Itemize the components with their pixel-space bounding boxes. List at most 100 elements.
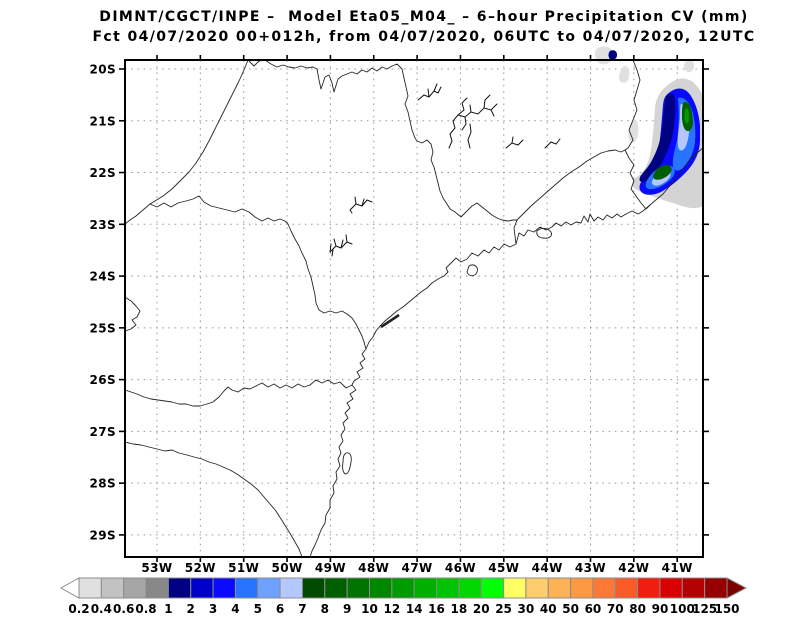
reservoir-jurumirim <box>349 196 373 214</box>
precip-shading <box>594 46 703 209</box>
lat-label: 28S <box>89 477 116 491</box>
reservoir-tiete-main <box>448 97 468 149</box>
colorbar-cell <box>100 577 125 599</box>
colorbar-cell <box>525 577 549 599</box>
colorbar-cell <box>458 577 482 599</box>
colorbar-cell <box>212 577 236 599</box>
lat-label: 21S <box>89 114 116 128</box>
island-florianopolis <box>342 452 352 475</box>
colorbar-cell <box>570 577 594 599</box>
chart-title-line2: Fct 04/07/2020 00+012h, from 04/07/2020,… <box>92 29 755 45</box>
colorbar-label: 6 <box>276 602 284 616</box>
colorbar-cell <box>391 577 415 599</box>
colorbar-label: 5 <box>254 602 262 616</box>
colorbar-cell <box>190 577 214 599</box>
colorbar-cell <box>257 577 281 599</box>
colorbar-label: 3 <box>209 602 217 616</box>
colorbar-cell <box>436 577 460 599</box>
lon-label: 50W <box>271 561 302 575</box>
colorbar-cell <box>547 577 572 599</box>
lat-label: 24S <box>89 270 116 284</box>
lon-label: 46W <box>445 561 476 575</box>
colorbar-right-arrow <box>726 577 748 599</box>
reservoir-tiete-branch1 <box>469 104 472 113</box>
precip-gray-blob-4 <box>683 60 695 73</box>
colorbar-label: 7 <box>298 602 306 616</box>
colorbar-label: 20 <box>473 602 490 616</box>
lon-label: 41W <box>662 561 693 575</box>
precip-core-green-lower <box>653 164 672 180</box>
colorbar-cell <box>279 577 303 599</box>
colorbar-label: 0.2 <box>68 602 89 616</box>
precip-gray-blob-3 <box>628 119 639 143</box>
colorbar-cell <box>324 577 348 599</box>
lon-label: 52W <box>185 561 216 575</box>
coastline <box>309 147 704 558</box>
colorbar-cell <box>301 577 326 599</box>
lon-label: 44W <box>532 561 563 575</box>
state-border-sp-pr-paranapanema <box>149 195 367 350</box>
lon-label: 49W <box>315 561 346 575</box>
colorbar-cell <box>413 577 438 599</box>
colorbar-label: 60 <box>585 602 602 616</box>
geography <box>124 59 704 558</box>
colorbar-label: 150 <box>714 602 739 616</box>
lat-axis: 20S 21S 22S 23S 24S 25S 26S 27S 28S 29S <box>89 63 116 543</box>
colorbar-cell <box>346 577 370 599</box>
colorbar-label: 30 <box>518 602 535 616</box>
lat-label: 27S <box>89 425 116 439</box>
colorbar-label: 40 <box>540 602 557 616</box>
grid-lines <box>125 60 703 557</box>
reservoir-itarare <box>329 234 353 257</box>
reservoir-tiete-branch4 <box>461 116 472 149</box>
colorbar-label: 14 <box>406 602 423 616</box>
precip-band-navy-edge <box>639 93 676 183</box>
reservoir-tiete-branch2 <box>483 94 491 109</box>
precip-core-brightgreen <box>684 108 689 124</box>
colorbar-label: 10 <box>361 602 378 616</box>
colorbar-label: 70 <box>607 602 624 616</box>
colorbar-cell <box>78 577 102 599</box>
lon-label: 42W <box>618 561 649 575</box>
lat-label: 22S <box>89 166 116 180</box>
colorbar-label: 12 <box>383 602 400 616</box>
colorbar-label: 0.6 <box>113 602 134 616</box>
lat-label: 23S <box>89 218 116 232</box>
lat-label: 20S <box>89 63 116 77</box>
colorbar-cell <box>614 577 639 599</box>
reservoirs <box>329 83 561 257</box>
chart-title-line1: DIMNT/CGCT/INPE – Model Eta05_M04_ – 6–h… <box>99 9 748 25</box>
colorbar-cell <box>167 577 192 599</box>
colorbar-label: 0.4 <box>91 602 112 616</box>
colorbar-cell <box>681 577 706 599</box>
lon-label: 53W <box>141 561 172 575</box>
colorbar-cell <box>704 577 728 599</box>
colorbar-cell <box>234 577 259 599</box>
reservoir-tiete-branch3 <box>490 109 495 117</box>
colorbar-label: 80 <box>629 602 646 616</box>
colorbar-cell <box>480 577 505 599</box>
reservoir-north <box>417 83 442 101</box>
colorbar-label: 2 <box>187 602 195 616</box>
colorbar-label: 0.8 <box>135 602 156 616</box>
lon-axis: 53W 52W 51W 50W 49W 48W 47W 46W 45W 44W 43W 42W 41W <box>141 561 692 575</box>
colorbar-label: 18 <box>451 602 468 616</box>
colorbar-cell <box>503 577 527 599</box>
colorbar-label: 8 <box>321 602 329 616</box>
colorbar-cell <box>368 577 393 599</box>
state-border-mg-es <box>624 59 651 210</box>
river-meander-west-edge <box>124 296 141 332</box>
state-border-pr-sc <box>124 379 353 407</box>
lon-label: 48W <box>358 561 389 575</box>
state-border-ms-sp-parana-river <box>124 59 249 225</box>
colorbar-cell <box>637 577 661 599</box>
colorbar-label: 50 <box>562 602 579 616</box>
island-sao-sebastiao <box>466 264 478 277</box>
lon-label: 51W <box>228 561 259 575</box>
colorbar-label: 100 <box>670 602 695 616</box>
colorbar-cell <box>659 577 683 599</box>
precip-navy-dot-north <box>608 50 617 60</box>
colorbar-label: 16 <box>428 602 445 616</box>
